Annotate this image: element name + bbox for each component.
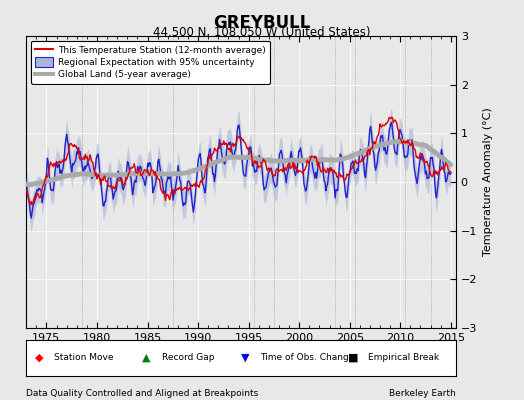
Legend: This Temperature Station (12-month average), Regional Expectation with 95% uncer: This Temperature Station (12-month avera… — [31, 40, 270, 84]
Y-axis label: Temperature Anomaly (°C): Temperature Anomaly (°C) — [483, 108, 493, 256]
Text: ■: ■ — [348, 353, 359, 363]
Text: Station Move: Station Move — [54, 354, 114, 362]
Text: ◆: ◆ — [35, 353, 43, 363]
Text: ▼: ▼ — [241, 353, 249, 363]
Text: 44.500 N, 108.050 W (United States): 44.500 N, 108.050 W (United States) — [153, 26, 371, 39]
Text: Record Gap: Record Gap — [161, 354, 214, 362]
Text: Time of Obs. Change: Time of Obs. Change — [260, 354, 355, 362]
Text: GREYBULL: GREYBULL — [213, 14, 311, 32]
Text: Empirical Break: Empirical Break — [368, 354, 439, 362]
Text: Berkeley Earth: Berkeley Earth — [389, 389, 456, 398]
Text: ▲: ▲ — [142, 353, 151, 363]
Text: Data Quality Controlled and Aligned at Breakpoints: Data Quality Controlled and Aligned at B… — [26, 389, 258, 398]
